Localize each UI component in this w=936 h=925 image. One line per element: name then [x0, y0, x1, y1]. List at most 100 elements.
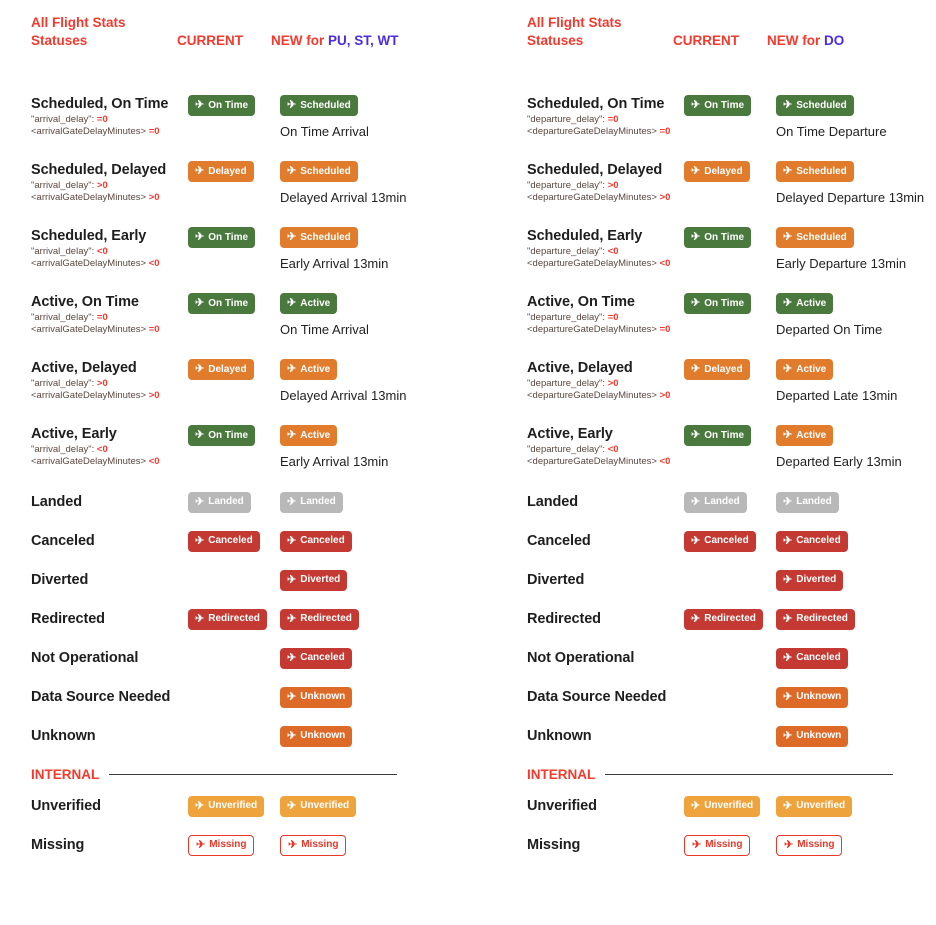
status-badge-scheduled: ✈ Scheduled — [280, 161, 358, 182]
row-label: Scheduled, On Time — [527, 96, 665, 112]
new-status-cell: ✈ Scheduled On Time Departure — [776, 95, 933, 140]
status-badge-redirected: ✈ Redirected — [776, 608, 855, 630]
current-status-cell: ✈ On Time — [188, 425, 280, 446]
row-label: Unverified — [527, 797, 597, 814]
status-badge-on-time: ✈ On Time — [188, 425, 256, 446]
header-current: CURRENT — [177, 33, 243, 48]
status-badge-unverified: ✈ Unverified — [776, 795, 853, 817]
badge-label: Unverified — [796, 800, 846, 811]
status-row-unknown: Unknown ✈ Unknown — [527, 725, 933, 747]
badge-label: Delayed — [208, 363, 247, 375]
status-badge-on-time: ✈ On Time — [684, 425, 752, 446]
header-new-target: DO — [824, 33, 845, 48]
status-description: On Time Arrival — [280, 124, 369, 139]
status-badge-delayed: ✈ Delayed — [188, 161, 254, 182]
status-badge-missing: ✈ Missing — [188, 834, 255, 856]
label-cell: Diverted — [31, 571, 188, 590]
status-row-redirected: Redirected ✈ Redirected ✈ Redirected — [527, 608, 933, 630]
current-status-cell: ✈ Unverified — [684, 795, 776, 817]
status-row-active-early: Active, Early "departure_delay": <0 <depar… — [527, 425, 933, 470]
badge-label: Scheduled — [796, 99, 847, 111]
row-label: Unknown — [31, 727, 96, 744]
plane-icon: ✈ — [195, 297, 205, 309]
status-row-data-source-needed: Data Source Needed ✈ Unknown — [527, 686, 933, 708]
status-row-redirected: Redirected ✈ Redirected ✈ Redirected — [31, 608, 437, 630]
new-status-cell: ✈ Landed — [280, 491, 437, 513]
plane-icon: ✈ — [195, 363, 205, 375]
status-badge-on-time: ✈ On Time — [188, 95, 256, 116]
status-badge-diverted: ✈ Diverted — [280, 569, 348, 591]
code-condition-value: >0 — [148, 192, 160, 203]
status-row-active-on-time: Active, On Time "arrival_delay": =0 <arriv… — [31, 293, 437, 338]
badge-label: Landed — [300, 496, 336, 507]
badge-label: Redirected — [796, 613, 848, 624]
current-status-cell: ✈ On Time — [684, 425, 776, 446]
internal-divider: INTERNAL — [527, 764, 933, 785]
status-badge-active: ✈ Active — [776, 359, 834, 380]
status-description: On Time Departure — [776, 124, 887, 139]
code-line-1: "departure_delay": =0 — [527, 114, 684, 126]
row-label: Scheduled, Delayed — [31, 162, 167, 178]
status-row-active-early: Active, Early "arrival_delay": <0 <arrival… — [31, 425, 437, 470]
internal-heading: INTERNAL — [527, 767, 596, 782]
badge-label: Canceled — [796, 535, 841, 546]
row-label: Data Source Needed — [31, 688, 171, 705]
plane-icon: ✈ — [287, 165, 297, 177]
plane-icon: ✈ — [195, 495, 205, 508]
new-status-cell: ✈ Diverted — [280, 569, 437, 591]
plane-icon: ✈ — [287, 612, 297, 625]
status-row-not-operational: Not Operational ✈ Canceled — [31, 647, 437, 669]
divider-line — [605, 774, 894, 775]
new-status-cell: ✈ Scheduled Early Departure 13min — [776, 227, 933, 272]
status-badge-canceled: ✈ Canceled — [776, 530, 848, 552]
code-line-2: <departureGateDelayMinutes> <0 — [527, 456, 684, 468]
code-line-2: <arrivalGateDelayMinutes> =0 — [31, 126, 188, 138]
code-condition-value: =0 — [148, 324, 160, 335]
badge-label: Scheduled — [796, 165, 847, 177]
new-status-cell: ✈ Scheduled On Time Arrival — [280, 95, 437, 140]
header-title-line1: All Flight Stats — [31, 15, 126, 30]
header-current: CURRENT — [673, 33, 739, 48]
badge-label: Scheduled — [300, 99, 351, 111]
row-label: Redirected — [31, 610, 105, 627]
badge-label: On Time — [704, 231, 745, 243]
new-status-cell: ✈ Unverified — [280, 795, 437, 817]
label-cell: Not Operational — [527, 649, 684, 668]
code-condition-value: >0 — [148, 390, 160, 401]
code-line-1: "departure_delay": >0 — [527, 378, 684, 390]
plane-icon: ✈ — [783, 99, 793, 111]
badge-label: On Time — [704, 429, 745, 441]
code-line-2: <departureGateDelayMinutes> >0 — [527, 390, 684, 402]
new-status-cell: ✈ Active Delayed Arrival 13min — [280, 359, 437, 404]
label-cell: Not Operational — [31, 649, 188, 668]
row-label: Active, Early — [31, 426, 117, 442]
label-cell: Active, Early "departure_delay": <0 <depar… — [527, 425, 684, 468]
current-status-cell: ✈ Delayed — [188, 161, 280, 182]
plane-icon: ✈ — [691, 799, 701, 812]
plane-icon: ✈ — [287, 99, 297, 111]
status-badge-canceled: ✈ Canceled — [776, 647, 848, 669]
plane-icon: ✈ — [783, 612, 793, 625]
row-label: Not Operational — [527, 649, 635, 666]
label-cell: Active, On Time "arrival_delay": =0 <arriv… — [31, 293, 188, 336]
status-badge-active: ✈ Active — [776, 425, 834, 446]
status-row-scheduled-delayed: Scheduled, Delayed "arrival_delay": >0 <ar… — [31, 161, 437, 206]
badge-label: On Time — [704, 99, 745, 111]
badge-label: Unknown — [300, 730, 346, 741]
row-label: Scheduled, Early — [527, 228, 643, 244]
code-line-2: <arrivalGateDelayMinutes> >0 — [31, 390, 188, 402]
code-condition-value: =0 — [148, 126, 160, 137]
status-row-data-source-needed: Data Source Needed ✈ Unknown — [31, 686, 437, 708]
plane-icon: ✈ — [195, 534, 205, 547]
code-condition-value: =0 — [96, 312, 108, 323]
plane-icon: ✈ — [691, 363, 701, 375]
code-line-1: "arrival_delay": <0 — [31, 444, 188, 456]
new-status-cell: ✈ Canceled — [776, 530, 933, 552]
internal-heading: INTERNAL — [31, 767, 100, 782]
badge-label: Scheduled — [300, 231, 351, 243]
plane-icon: ✈ — [287, 799, 297, 812]
current-status-cell: ✈ Delayed — [188, 359, 280, 380]
label-cell: Data Source Needed — [527, 688, 684, 707]
label-cell: Scheduled, Delayed "departure_delay": >0 <… — [527, 161, 684, 204]
code-field-name: <departureGateDelayMinutes> — [527, 390, 657, 401]
